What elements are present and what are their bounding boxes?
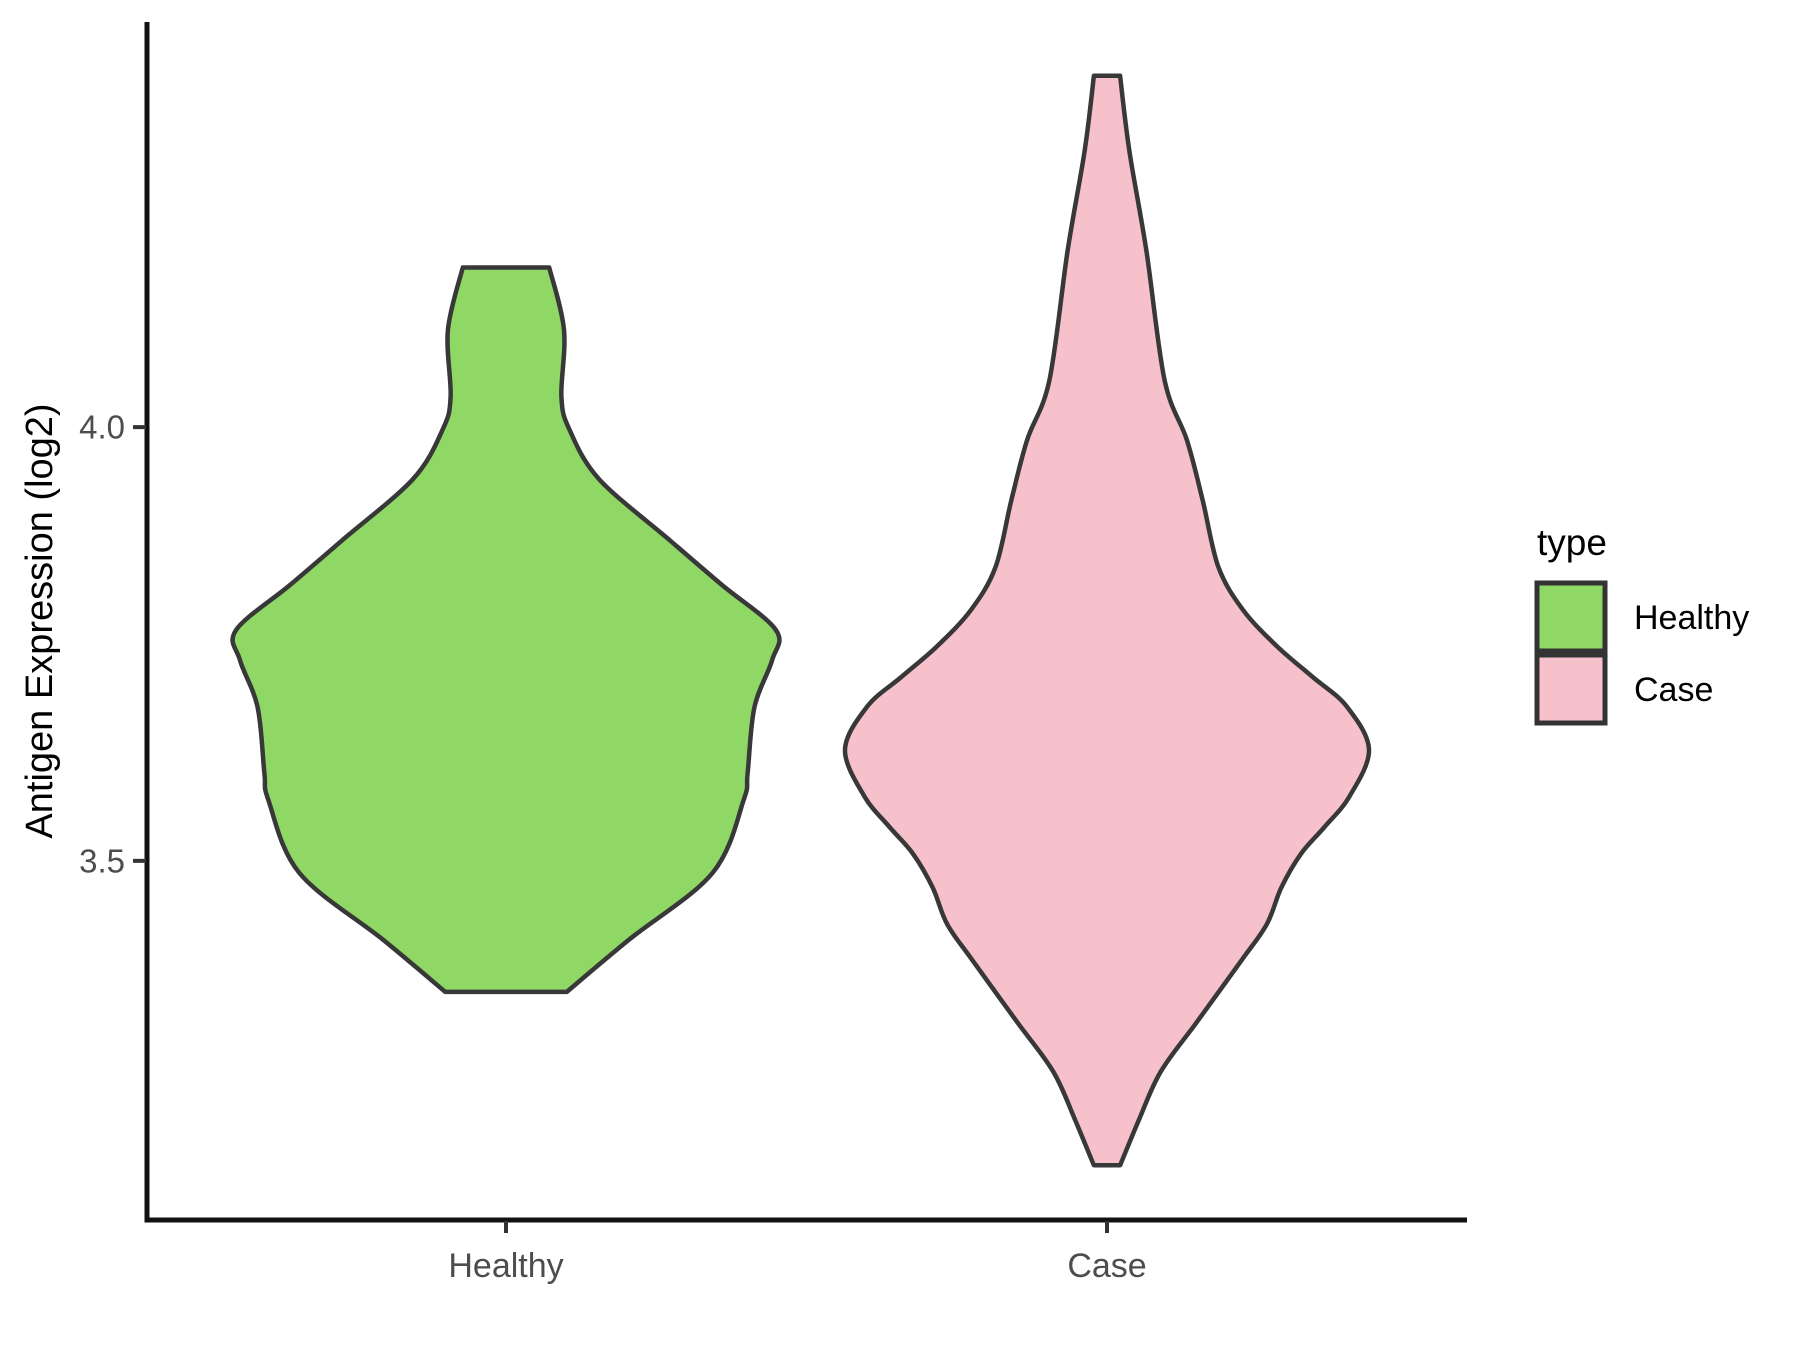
legend-label-healthy: Healthy <box>1634 599 1749 637</box>
y-tick-label: 4.0 <box>79 409 125 446</box>
legend-title: type <box>1537 522 1607 563</box>
x-category-label-case: Case <box>1067 1247 1146 1285</box>
violin-healthy <box>230 265 782 995</box>
legend-swatch-healthy <box>1534 580 1608 654</box>
y-axis-title: Antigen Expression (log2) <box>19 403 61 838</box>
violin-layer <box>230 73 1372 1168</box>
legend-label-case: Case <box>1634 671 1713 709</box>
axes: 4.0 3.5 Healthy Case Antigen Expression … <box>19 22 1467 1285</box>
y-tick-label: 3.5 <box>79 842 125 879</box>
x-category-label-healthy: Healthy <box>448 1247 563 1285</box>
legend: type Healthy Case <box>1534 522 1749 726</box>
violin-case <box>842 73 1372 1168</box>
legend-swatch-case <box>1534 652 1608 726</box>
